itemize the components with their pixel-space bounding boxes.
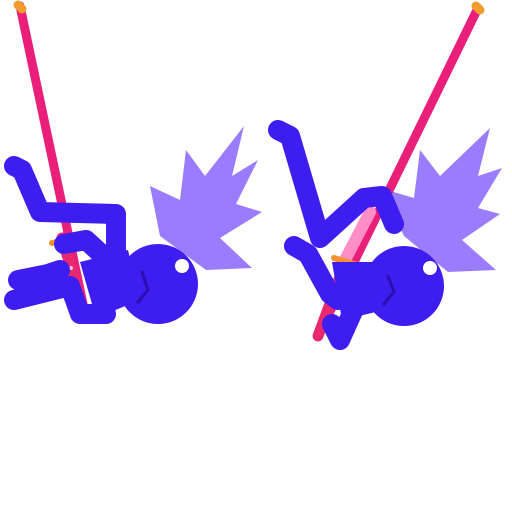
ninja-leg-1 [8, 260, 70, 290]
ninja-hair [150, 126, 262, 270]
handle-diamond [69, 266, 73, 270]
katana-blade-highlight [338, 206, 376, 268]
ninja-eye [175, 259, 189, 273]
ninja-head-crease [382, 274, 396, 306]
ninja-eye [423, 261, 437, 275]
stickman-ninja-frame-2 [268, 1, 502, 350]
ninja-upper-arm [4, 156, 126, 268]
stickman-ninja-frame-1 [4, 0, 262, 324]
katana-tip [13, 0, 27, 14]
ninja-head [364, 246, 444, 326]
ninja-head [118, 244, 198, 324]
ninja-leg-2 [4, 276, 116, 324]
ninja-leg-1 [284, 236, 348, 310]
katana-tip [471, 1, 485, 15]
ninja-head-crease [136, 270, 150, 304]
ninja-upper-arm [268, 120, 404, 248]
ninja-hair [380, 128, 502, 272]
